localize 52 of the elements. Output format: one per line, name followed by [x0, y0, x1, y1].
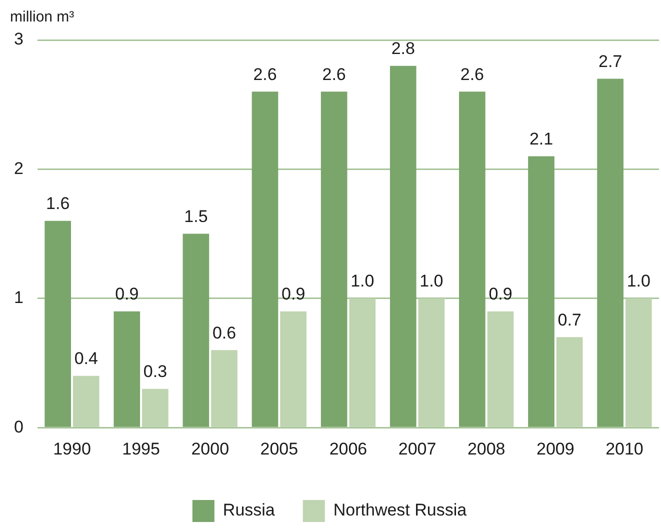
data-label: 1.0: [420, 272, 444, 291]
bar: [280, 311, 306, 427]
y-tick-label: 1: [14, 288, 24, 308]
data-label: 1.0: [350, 272, 374, 291]
x-tick-label: 1990: [53, 439, 91, 458]
data-label: 0.4: [74, 349, 98, 368]
bar: [487, 311, 514, 427]
data-label: 0.6: [212, 323, 236, 342]
bar: [390, 66, 416, 427]
data-label: 0.9: [488, 284, 512, 304]
data-label: 1.5: [184, 206, 208, 226]
bar: [597, 78, 624, 427]
x-tick-label: 2000: [191, 439, 230, 458]
y-tick-label: 2: [14, 158, 24, 178]
bar: [528, 156, 554, 427]
data-label: 0.7: [558, 310, 582, 330]
data-label: 2.6: [460, 64, 484, 84]
x-tick-label: 2005: [260, 439, 298, 458]
data-label: 2.6: [253, 64, 277, 84]
data-label: 1.0: [626, 272, 650, 291]
bar: [556, 337, 583, 427]
data-label: 2.8: [391, 39, 415, 58]
bar: [114, 311, 140, 427]
y-axis-title: million m³: [10, 8, 74, 26]
bar: [349, 298, 376, 427]
data-label: 2.7: [598, 52, 622, 71]
data-label: 0.3: [143, 362, 168, 382]
data-label: 0.9: [282, 284, 306, 304]
data-label: 2.1: [529, 129, 554, 148]
bar: [72, 376, 100, 427]
x-tick-label: 1995: [122, 439, 160, 458]
x-tick-label: 2006: [329, 439, 368, 458]
data-label: 1.6: [46, 194, 70, 214]
bar: [418, 298, 445, 427]
bar: [320, 92, 348, 427]
data-label: 2.6: [322, 64, 346, 84]
bar: [142, 388, 168, 427]
y-tick-label: 0: [14, 417, 24, 436]
data-label: 0.9: [115, 284, 139, 304]
x-tick-label: 2009: [536, 439, 574, 458]
legend-label: Russia: [222, 500, 276, 520]
bar: [252, 92, 278, 427]
bar: [44, 220, 71, 427]
bar: [182, 234, 210, 427]
bar: [459, 92, 486, 427]
x-tick-label: 2010: [606, 439, 644, 458]
legend-label: Northwest Russia: [333, 500, 468, 520]
y-tick-label: 3: [14, 30, 24, 49]
x-tick-label: 2007: [398, 439, 436, 458]
x-tick-label: 2008: [467, 439, 506, 458]
bar: [211, 350, 238, 427]
bar: [625, 298, 652, 427]
